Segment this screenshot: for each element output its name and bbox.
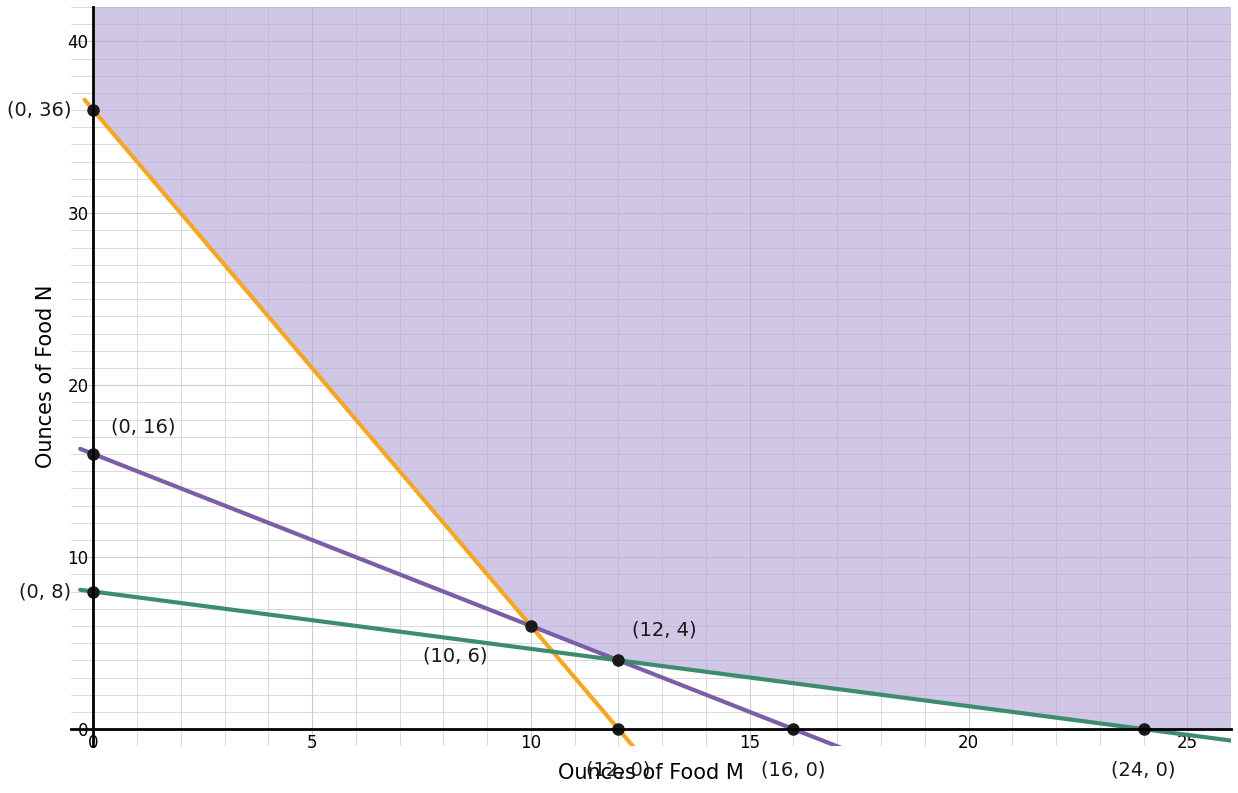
Text: (0, 36): (0, 36) [7, 101, 72, 120]
Text: (10, 6): (10, 6) [422, 646, 488, 665]
Text: (12, 0): (12, 0) [586, 760, 651, 779]
Text: (0, 8): (0, 8) [20, 582, 72, 601]
Text: (0, 16): (0, 16) [111, 418, 176, 437]
Text: (16, 0): (16, 0) [761, 760, 826, 779]
Text: (12, 4): (12, 4) [631, 621, 696, 640]
Polygon shape [93, 7, 1231, 729]
Y-axis label: Ounces of Food N: Ounces of Food N [36, 285, 56, 469]
X-axis label: Ounces of Food M: Ounces of Food M [558, 763, 744, 783]
Text: (24, 0): (24, 0) [1112, 760, 1176, 779]
